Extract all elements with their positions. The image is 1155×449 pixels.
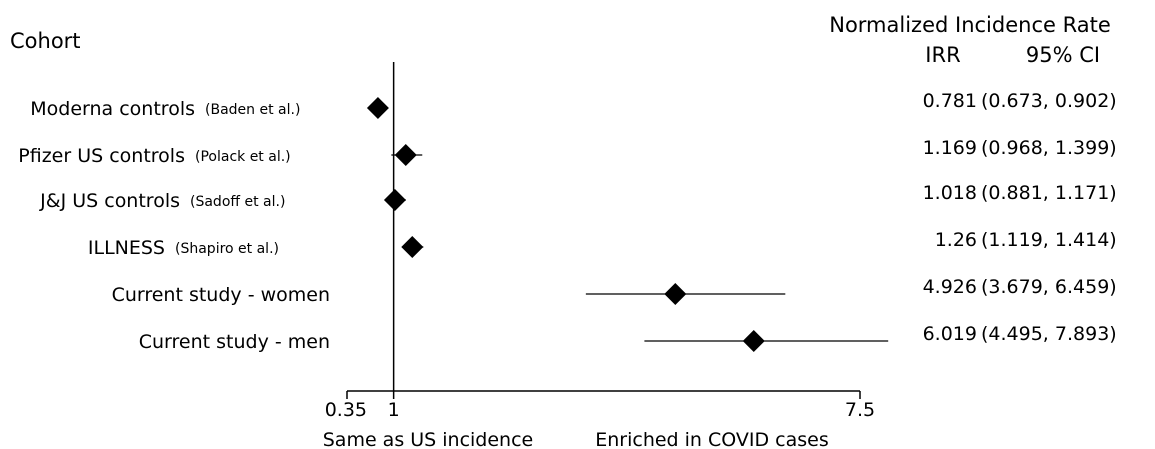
forest-row: J&J US controls (Sadoff et al.) 1.018 (0.88… [39, 182, 1117, 212]
irr-value: 1.169 [923, 137, 977, 159]
x-tick-label: 0.35 [325, 399, 367, 421]
cohort-label: Pfizer US controls [18, 145, 185, 167]
irr-point [742, 330, 765, 352]
x-tick-label: 7.5 [845, 399, 875, 421]
forest-row: Moderna controls (Baden et al.) 0.781 (0.67… [30, 90, 1116, 120]
forest-row: ILLNESS (Shapiro et al.) 1.26 (1.119, 1.414… [88, 229, 1117, 259]
cohort-label: Current study - men [139, 331, 330, 353]
forest-row: Current study - women 4.926 (3.679, 6.459) [112, 276, 1117, 306]
x-tick-label: 1 [388, 399, 400, 421]
ci-header: 95% CI [1026, 43, 1100, 67]
irr-point [383, 189, 406, 211]
ci-value: (0.881, 1.171) [981, 182, 1117, 204]
cohort-header: Cohort [10, 29, 81, 53]
irr-value: 6.019 [923, 323, 977, 345]
ci-value: (3.679, 6.459) [981, 276, 1117, 298]
irr-header: IRR [925, 43, 960, 67]
ci-value: (4.495, 7.893) [981, 323, 1117, 345]
x-axis: 0.35 1 7.5 Same as US incidence Enriched in … [323, 62, 875, 449]
citation-label: (Shapiro et al.) [175, 241, 279, 257]
citation-label: (Baden et al.) [205, 102, 300, 118]
x-label-left: Same as US incidence [323, 429, 534, 449]
irr-point [394, 144, 417, 166]
citation-label: (Sadoff et al.) [190, 194, 285, 210]
cohort-label: Current study - women [112, 284, 330, 306]
rate-title: Normalized Incidence Rate [829, 13, 1111, 37]
forest-rows: Moderna controls (Baden et al.) 0.781 (0.67… [18, 90, 1116, 353]
irr-value: 0.781 [923, 90, 977, 112]
irr-value: 4.926 [923, 276, 977, 298]
x-label-right: Enriched in COVID cases [595, 429, 829, 449]
cohort-label: J&J US controls [39, 190, 180, 212]
ci-value: (0.673, 0.902) [981, 90, 1117, 112]
irr-value: 1.26 [935, 229, 977, 251]
forest-row: Current study - men 6.019 (4.495, 7.893) [139, 323, 1117, 353]
ci-value: (0.968, 1.399) [981, 137, 1117, 159]
ci-value: (1.119, 1.414) [981, 229, 1117, 251]
citation-label: (Polack et al.) [195, 149, 291, 165]
forest-row: Pfizer US controls (Polack et al.) 1.169 (0… [18, 137, 1116, 167]
cohort-label: Moderna controls [30, 98, 195, 120]
irr-point [401, 236, 424, 258]
irr-value: 1.018 [923, 182, 977, 204]
irr-point [366, 97, 389, 119]
irr-point [664, 283, 687, 305]
cohort-label: ILLNESS [88, 237, 165, 259]
